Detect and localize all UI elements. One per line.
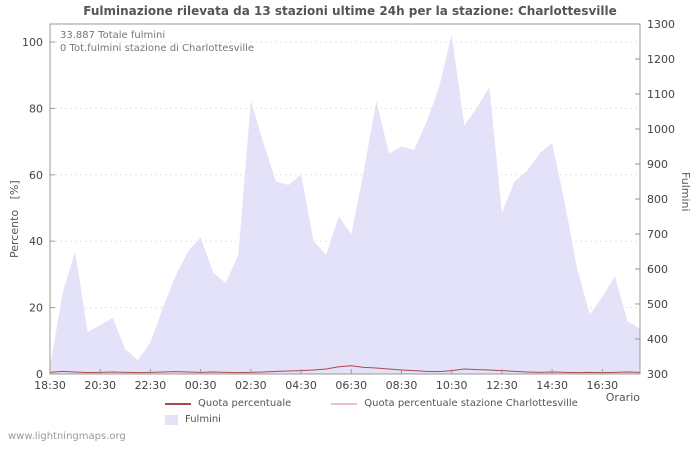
fulmini-area-swatch-icon [165,414,178,425]
x-tick-label: 10:30 [436,379,468,392]
x-tick-label: 04:30 [285,379,317,392]
legend-item-quota-stazione: Quota percentuale stazione Charlottesvil… [331,398,578,409]
y-right-tick-label: 400 [647,333,668,346]
x-tick-label: 18:30 [34,379,66,392]
y-right-tick-label: 300 [647,368,668,381]
legend-item-fulmini: Fulmini [165,414,221,425]
x-tick-label: 14:30 [536,379,568,392]
total-lightning-annotation: 33.887 Totale fulmini [60,30,166,41]
x-tick-label: 22:30 [135,379,167,392]
x-axis-label: Orario [605,391,640,404]
x-tick-label: 08:30 [386,379,418,392]
quota-stazione-line-swatch-icon [331,402,358,405]
chart-title: Fulminazione rilevata da 13 stazioni ult… [83,4,617,18]
y-right-tick-label: 1100 [647,88,675,101]
x-tick-label: 16:30 [586,379,618,392]
fulmini-area [50,34,640,374]
legend-row-percent: Quota percentuale Quota percentuale staz… [165,398,578,409]
x-tick-label: 12:30 [486,379,518,392]
y-left-tick-label: 100 [22,36,43,49]
y-right-tick-label: 1200 [647,53,675,66]
quota-percentuale-line [49,365,641,374]
y-right-tick-label: 500 [647,298,668,311]
legend-label-quota-stazione: Quota percentuale stazione Charlottesvil… [364,398,578,409]
watermark: www.lightningmaps.org [8,431,126,442]
x-tick-label: 06:30 [335,379,367,392]
station-lightning-annotation: 0 Tot.fulmini stazione di Charlottesvill… [60,43,255,54]
y-left-tick-label: 80 [29,102,43,115]
y-left-tick-label: 40 [29,235,43,248]
legend-row-fulmini: Fulmini [165,414,221,425]
y-right-tick-label: 1300 [647,18,675,31]
x-tick-label: 02:30 [235,379,267,392]
y-right-tick-label: 600 [647,263,668,276]
x-tick-label: 20:30 [84,379,116,392]
y-left-tick-label: 60 [29,169,43,182]
y-right-tick-label: 700 [647,228,668,241]
y-right-tick-label: 1000 [647,123,675,136]
y-right-tick-label: 900 [647,158,668,171]
y-right-tick-label: 800 [647,193,668,206]
x-tick-label: 00:30 [185,379,217,392]
legend-item-quota-percentuale: Quota percentuale [165,398,291,409]
y-left-tick-label: 20 [29,302,43,315]
legend-label-fulmini: Fulmini [185,414,221,425]
legend-label-quota-percentuale: Quota percentuale [198,398,292,409]
quota-percentuale-line-swatch-icon [165,402,191,405]
y-left-tick-label: 0 [36,368,43,381]
